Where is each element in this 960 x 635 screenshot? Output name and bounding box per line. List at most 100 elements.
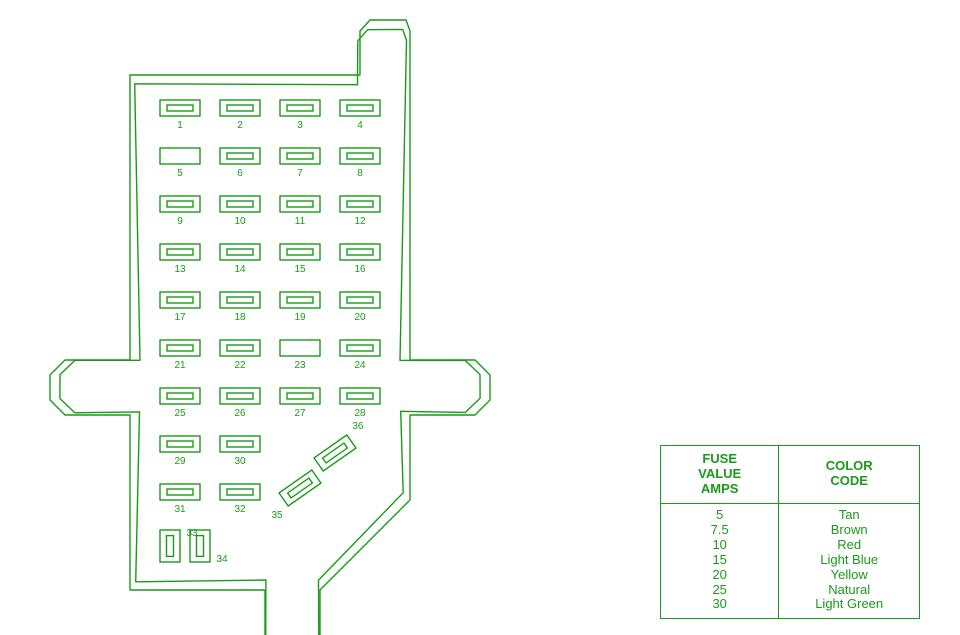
table-row-value: 30: [667, 597, 772, 612]
fuse-6-slot: [227, 153, 253, 159]
table-row-value: 15: [667, 553, 772, 568]
fuse-17-slot: [167, 297, 193, 303]
fuse-31-slot: [167, 489, 193, 495]
fuse-label-17: 17: [174, 312, 185, 323]
fuse-17: [160, 292, 200, 308]
fuse-13-slot: [167, 249, 193, 255]
fuse-3-slot: [287, 105, 313, 111]
fuse-28: [340, 388, 380, 404]
fuse-4-slot: [347, 105, 373, 111]
fuse-9: [160, 196, 200, 212]
fuse-19-slot: [287, 297, 313, 303]
fuse-label-24: 24: [354, 360, 365, 371]
fuse-14: [220, 244, 260, 260]
fuse-27: [280, 388, 320, 404]
fuse-label-8: 8: [357, 168, 363, 179]
relay-33-slot: [167, 536, 174, 557]
fuse-label-20: 20: [354, 312, 365, 323]
fuse-16: [340, 244, 380, 260]
fuse-1-slot: [167, 105, 193, 111]
fuse-label-22: 22: [234, 360, 245, 371]
fuse-label-4: 4: [357, 120, 363, 131]
table-row-value: 10: [667, 538, 772, 553]
diagram-canvas: 1234567891011121314151617181920212223242…: [0, 0, 960, 635]
fuse-23: [280, 340, 320, 356]
fuse-label-30: 30: [234, 456, 245, 467]
fuse-21: [160, 340, 200, 356]
fuse-label-2: 2: [237, 120, 243, 131]
table-row-value: 7.5: [667, 523, 772, 538]
fuse-5: [160, 148, 200, 164]
fuse-18: [220, 292, 260, 308]
fuse-30: [220, 436, 260, 452]
fuse-label-12: 12: [354, 216, 365, 227]
table-header-amps: FUSEVALUEAMPS: [661, 446, 779, 504]
fuse-box-outline-inner: [60, 29, 480, 635]
fuse-label-26: 26: [234, 408, 245, 419]
fuse-31: [160, 484, 200, 500]
fuse-2: [220, 100, 260, 116]
table-row-value: Yellow: [785, 568, 913, 583]
fuse-22-slot: [227, 345, 253, 351]
table-col-color: TanBrownRedLight BlueYellowNaturalLight …: [779, 503, 920, 619]
fuse-20-slot: [347, 297, 373, 303]
fuse-32: [220, 484, 260, 500]
fuse-16-slot: [347, 249, 373, 255]
fuse-7-slot: [287, 153, 313, 159]
table-row-value: Light Green: [785, 597, 913, 612]
fuse-25-slot: [167, 393, 193, 399]
fuse-label-11: 11: [295, 216, 305, 227]
fuse-label-5: 5: [177, 168, 183, 179]
relay-33: [160, 530, 180, 562]
fuse-4: [340, 100, 380, 116]
fuse-label-14: 14: [234, 264, 245, 275]
fuse-label-16: 16: [354, 264, 365, 275]
fuse-label-35: 35: [272, 510, 283, 521]
table-row-value: Light Blue: [785, 553, 913, 568]
fuse-1: [160, 100, 200, 116]
fuse-11: [280, 196, 320, 212]
fuse-36: [314, 435, 356, 471]
fuse-28-slot: [347, 393, 373, 399]
fuse-label-13: 13: [174, 264, 185, 275]
fuse-8-slot: [347, 153, 373, 159]
fuse-label-27: 27: [294, 408, 305, 419]
fuse-14-slot: [227, 249, 253, 255]
fuse-26: [220, 388, 260, 404]
fuse-label-3: 3: [297, 120, 303, 131]
fuse-13: [160, 244, 200, 260]
table-row-value: 5: [667, 508, 772, 523]
fuse-20: [340, 292, 380, 308]
fuse-6: [220, 148, 260, 164]
table-header-color: COLORCODE: [779, 446, 920, 504]
table-row-value: 20: [667, 568, 772, 583]
table-row-value: Natural: [785, 583, 913, 598]
fuse-25: [160, 388, 200, 404]
fuse-label-31: 31: [174, 504, 185, 515]
fuse-22: [220, 340, 260, 356]
fuse-24-slot: [347, 345, 373, 351]
fuse-18-slot: [227, 297, 253, 303]
fuse-label-9: 9: [177, 216, 183, 227]
fuse-label-1: 1: [177, 120, 183, 131]
fuse-label-7: 7: [297, 168, 303, 179]
fuse-label-21: 21: [174, 360, 185, 371]
fuse-label-6: 6: [237, 168, 243, 179]
table-row-value: 25: [667, 583, 772, 598]
fuse-2-slot: [227, 105, 253, 111]
fuse-15: [280, 244, 320, 260]
fuse-box-outline-outer: [50, 20, 490, 635]
fuse-19: [280, 292, 320, 308]
fuse-21-slot: [167, 345, 193, 351]
fuse-26-slot: [227, 393, 253, 399]
table-row-value: Tan: [785, 508, 913, 523]
color-code-table: FUSEVALUEAMPSCOLORCODE 57.51015202530 TanB…: [660, 445, 920, 619]
fuse-11-slot: [287, 201, 313, 207]
table-row-value: Red: [785, 538, 913, 553]
fuse-15-slot: [287, 249, 313, 255]
fuse-label-15: 15: [294, 264, 305, 275]
fuse-30-slot: [227, 441, 253, 447]
relay-label-33: 33: [186, 528, 197, 539]
relay-label-34: 34: [216, 554, 227, 565]
fuse-label-25: 25: [174, 408, 185, 419]
